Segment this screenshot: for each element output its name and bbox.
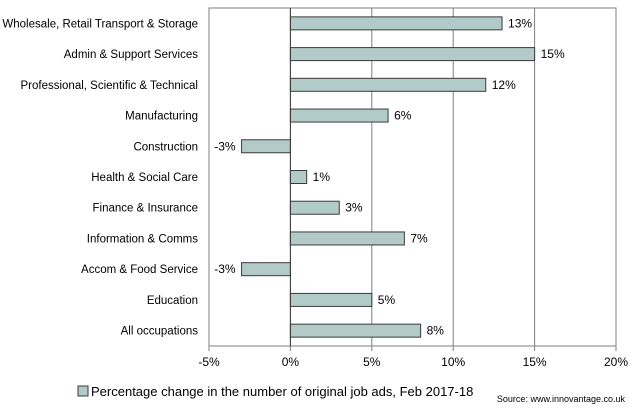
bar xyxy=(289,16,503,31)
x-tick-label: 20% xyxy=(604,355,628,369)
data-label: 7% xyxy=(410,231,428,245)
bar xyxy=(289,170,308,184)
category-label: All occupations xyxy=(121,326,199,338)
bar xyxy=(289,323,422,338)
data-label: -3% xyxy=(214,139,236,153)
data-label: 12% xyxy=(492,78,516,92)
data-label: 5% xyxy=(378,293,396,307)
x-tick-label: 0% xyxy=(282,355,300,369)
bar xyxy=(241,139,291,154)
legend: Percentage change in the number of origi… xyxy=(77,384,473,399)
label-layer: -5% 0% 5% 10% 15% 20% Wholesale, Retail Transp… xyxy=(2,16,628,369)
data-label: -3% xyxy=(214,262,236,276)
x-tick-label: 5% xyxy=(363,355,381,369)
category-label: Information & Comms xyxy=(87,233,198,245)
data-label: 8% xyxy=(427,324,445,338)
bar xyxy=(289,231,405,246)
category-label: Accom & Food Service xyxy=(81,264,198,276)
bar xyxy=(289,47,536,62)
data-label: 1% xyxy=(313,170,331,184)
category-label: Finance & Insurance xyxy=(93,203,198,215)
x-tick-label: 15% xyxy=(523,355,547,369)
x-tick-label: 10% xyxy=(441,355,465,369)
bar xyxy=(241,262,291,277)
bar xyxy=(289,292,373,307)
category-label: Education xyxy=(147,295,198,307)
category-label: Manufacturing xyxy=(125,111,198,123)
bar xyxy=(289,108,389,123)
bar xyxy=(289,200,340,215)
category-label: Professional, Scientific & Technical xyxy=(21,80,199,92)
data-label: 13% xyxy=(508,16,532,30)
category-label: Construction xyxy=(133,141,198,153)
data-label: 6% xyxy=(394,109,412,123)
bar xyxy=(289,77,487,92)
data-label: 15% xyxy=(541,47,565,61)
data-label: 3% xyxy=(345,201,363,215)
category-label: Admin & Support Services xyxy=(64,49,198,61)
x-tick-label: -5% xyxy=(198,355,220,369)
category-label: Health & Social Care xyxy=(91,172,198,184)
bar-layer xyxy=(241,8,536,346)
source-note: Source: www.innovantage.co.uk xyxy=(497,394,626,404)
category-label: Wholesale, Retail Transport & Storage xyxy=(2,18,198,30)
legend-label: Percentage change in the number of origi… xyxy=(91,384,473,399)
legend-swatch xyxy=(77,385,89,397)
